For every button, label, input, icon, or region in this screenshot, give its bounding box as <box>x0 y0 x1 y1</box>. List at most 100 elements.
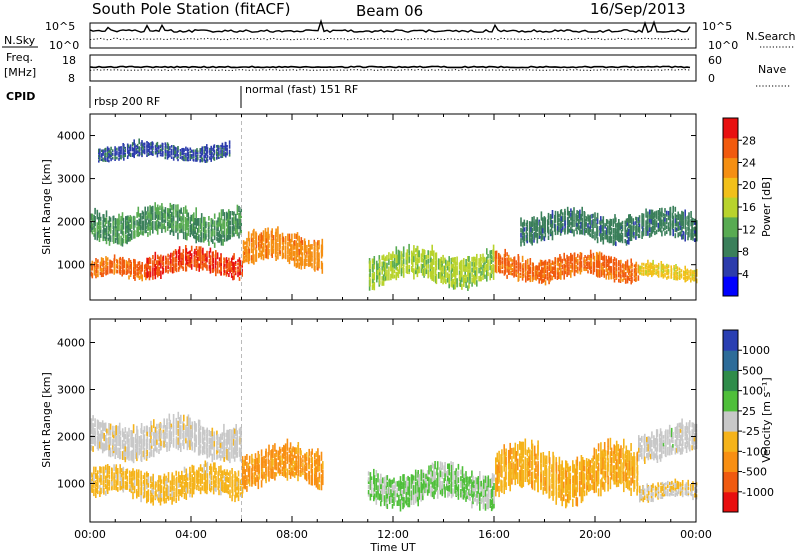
power-echo-cell <box>237 266 239 270</box>
power-echo-cell <box>133 266 135 271</box>
velocity-echo-cell <box>311 473 313 480</box>
power-echo-cell <box>665 212 668 217</box>
power-echo-cell <box>93 233 95 237</box>
power-echo-cell <box>501 260 504 264</box>
power-echo-cell <box>412 252 414 258</box>
velocity-echo-cell <box>318 465 321 472</box>
power-echo-cell <box>573 252 576 257</box>
power-echo-cell <box>606 259 609 263</box>
power-echo-cell <box>591 223 593 228</box>
power-echo-cell <box>223 259 226 263</box>
power-echo-cell <box>605 227 608 235</box>
power-echo-cell <box>200 232 203 243</box>
power-echo-cell <box>138 270 141 275</box>
power-echo-cell <box>639 272 642 275</box>
velocity-echo-cell <box>209 443 212 450</box>
power-echo-cell <box>405 265 408 273</box>
velocity-echo-cell <box>175 481 178 490</box>
power-echo-cell <box>127 221 130 227</box>
power-echo-cell <box>147 232 149 237</box>
velocity-echo-cell <box>220 482 222 490</box>
velocity-echo-cell <box>197 471 199 478</box>
velocity-echo-cell <box>447 469 449 476</box>
velocity-echo-cell <box>426 482 429 489</box>
power-echo-cell <box>104 157 106 160</box>
power-echo-cell <box>631 279 633 283</box>
power-echo-cell <box>595 259 598 268</box>
power-echo-cell <box>215 268 217 277</box>
velocity-echo-cell <box>173 479 175 486</box>
velocity-echo-cell <box>315 466 318 473</box>
power-echo-cell <box>393 257 396 262</box>
velocity-echo-cell <box>407 497 409 503</box>
power-echo-cell <box>688 270 690 274</box>
power-echo-cell <box>662 263 665 269</box>
power-echo-cell <box>116 218 119 225</box>
velocity-echo-cell <box>310 479 313 486</box>
power-echo-cell <box>162 266 164 270</box>
velocity-echo-cell <box>148 427 151 434</box>
power-echo-cell <box>669 223 672 230</box>
power-echo-cell <box>490 273 493 278</box>
velocity-echo-cell <box>256 465 258 472</box>
velocity-echo-cell <box>455 473 457 480</box>
power-echo-cell <box>146 272 148 279</box>
power-echo-cell <box>205 224 207 229</box>
power-echo-cell <box>598 251 601 261</box>
power-echo-cell <box>267 232 269 239</box>
power-echo-cell <box>645 270 647 273</box>
velocity-echo-cell <box>155 483 157 488</box>
power-echo-cell <box>167 147 170 152</box>
power-echo-cell <box>173 155 176 158</box>
velocity-echo-cell <box>239 486 242 490</box>
power-echo-cell <box>134 143 136 148</box>
power-echo-cell <box>660 261 663 267</box>
power-echo-cell <box>235 220 237 228</box>
power-echo-cell <box>637 217 640 222</box>
velocity-echo-cell <box>469 491 471 496</box>
velocity-echo-cell <box>318 476 321 483</box>
velocity-echo-cell <box>320 474 323 484</box>
velocity-echo-cell <box>111 484 113 490</box>
velocity-echo-cell <box>152 478 154 485</box>
power-echo-cell <box>181 252 184 256</box>
power-echo-cell <box>641 266 643 269</box>
power-echo-cell <box>536 226 539 232</box>
power-echo-cell <box>194 248 196 255</box>
velocity-echo-cell <box>233 449 236 455</box>
power-echo-cell <box>522 231 524 236</box>
power-echo-cell <box>605 219 608 226</box>
velocity-echo-cell <box>284 472 287 478</box>
power-echo-cell <box>261 235 264 241</box>
power-echo-cell <box>570 269 572 275</box>
velocity-echo-cell <box>452 462 454 471</box>
power-echo-cell <box>109 237 112 242</box>
power-echo-cell <box>682 230 684 236</box>
velocity-echo-cell <box>302 471 304 476</box>
power-echo-cell <box>279 241 281 246</box>
power-echo-cell <box>519 269 522 272</box>
power-echo-cell <box>120 235 122 241</box>
power-echo-cell <box>587 262 589 266</box>
power-echo-cell <box>174 150 177 154</box>
power-echo-cell <box>515 266 518 269</box>
power-echo-cell <box>464 268 466 272</box>
power-echo-cell <box>180 255 183 260</box>
power-echo-cell <box>673 272 676 275</box>
power-echo-cell <box>615 276 618 280</box>
power-echo-cell <box>638 219 641 223</box>
power-echo-cell <box>108 216 111 222</box>
power-echo-cell <box>414 261 417 266</box>
velocity-echo-cell <box>215 470 217 475</box>
velocity-echo-cell <box>431 462 434 469</box>
velocity-echo-cell <box>284 449 287 455</box>
velocity-echo-cell <box>370 483 373 487</box>
power-echo-cell <box>630 225 633 234</box>
power-echo-cell <box>106 146 109 152</box>
power-echo-cell <box>123 149 125 153</box>
power-echo-cell <box>203 237 205 243</box>
power-echo-cell <box>405 252 408 260</box>
power-echo-cell <box>188 256 190 260</box>
power-echo-cell <box>96 209 99 220</box>
power-echo-cell <box>423 262 426 267</box>
